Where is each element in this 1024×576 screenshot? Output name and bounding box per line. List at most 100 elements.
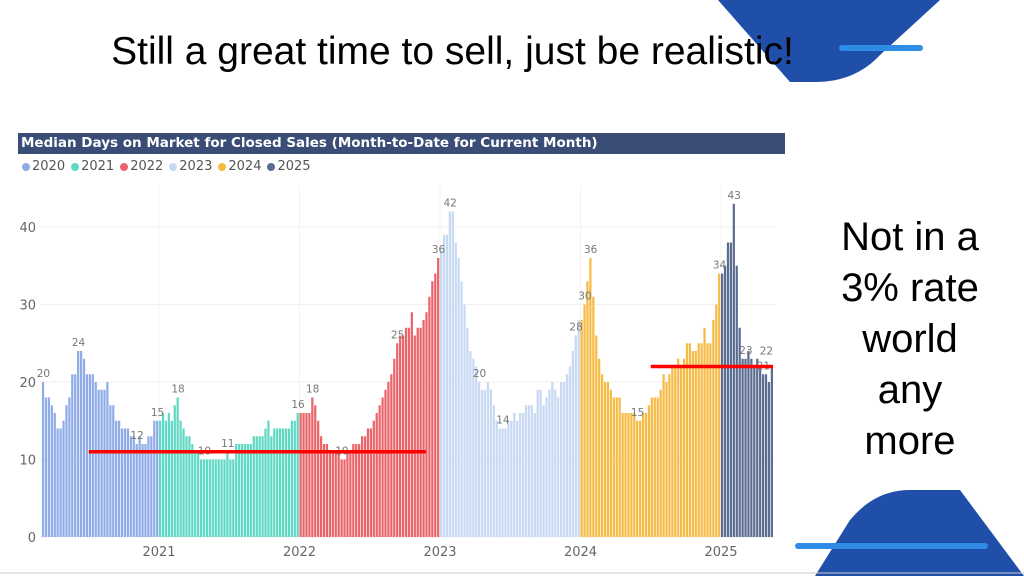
bar-2020 [112, 405, 115, 537]
data-label: 42 [444, 198, 457, 210]
data-label: 36 [584, 244, 598, 256]
legend-item[interactable]: 2023 [169, 159, 212, 174]
bar-2025 [729, 242, 733, 537]
bar-2023 [501, 428, 504, 537]
bar-2023 [554, 389, 557, 537]
legend-item[interactable]: 2022 [120, 159, 163, 174]
bar-2022 [325, 444, 329, 537]
bar-2024 [656, 397, 659, 537]
bar-2023 [475, 366, 478, 537]
bar-2023 [551, 382, 554, 537]
bar-2020 [100, 389, 103, 537]
bar-2024 [618, 397, 621, 537]
bar-2022 [343, 459, 346, 537]
bar-2025 [764, 374, 768, 537]
bar-2022 [404, 327, 408, 537]
chart-legend: 2020 2021 2022 2023 2024 2025 [22, 159, 311, 174]
y-tick-label: 20 [19, 376, 36, 391]
bar-2022 [314, 405, 317, 537]
bar-2022 [319, 436, 323, 537]
bar-2024 [677, 358, 680, 537]
data-label: 30 [578, 291, 591, 303]
bar-2022 [422, 320, 425, 537]
bar-2022 [410, 312, 413, 537]
bar-2023 [565, 374, 569, 537]
bar-2023 [463, 304, 466, 537]
bar-2022 [317, 420, 320, 537]
legend-item[interactable]: 2021 [71, 159, 114, 174]
bar-2022 [349, 451, 352, 537]
bar-2025 [761, 374, 765, 537]
bar-2023 [448, 211, 452, 537]
bar-2024 [694, 351, 697, 537]
y-tick-label: 30 [19, 299, 36, 314]
bar-2023 [510, 420, 513, 537]
y-tick-label: 0 [28, 531, 36, 546]
bottom-right-blue-shape [815, 490, 1024, 576]
bar-2024 [600, 374, 604, 537]
legend-label: 2021 [81, 159, 115, 174]
bar-2024 [691, 351, 694, 537]
bar-2020 [126, 428, 130, 537]
bar-2022 [416, 327, 419, 537]
bar-2021 [179, 420, 182, 537]
bar-2021 [205, 459, 209, 537]
legend-item[interactable]: 2025 [267, 159, 311, 174]
legend-label: 2020 [32, 159, 66, 174]
bar-2024 [709, 343, 712, 537]
bar-2024 [603, 382, 607, 537]
bar-2023 [519, 413, 522, 537]
bar-2022 [363, 436, 367, 537]
bar-2020 [47, 397, 50, 537]
bar-2021 [199, 459, 203, 537]
legend-dot-icon [71, 162, 80, 171]
bar-2024 [633, 413, 636, 537]
bar-2021 [258, 436, 261, 537]
bar-2023 [489, 389, 492, 537]
bar-2024 [624, 413, 627, 537]
bar-2025 [744, 358, 747, 537]
data-label: 34 [713, 260, 727, 272]
bar-2021 [211, 459, 214, 537]
bar-2024 [682, 358, 686, 537]
slide-headline: Still a great time to sell, just be real… [111, 30, 794, 73]
data-label: 14 [496, 415, 510, 427]
bar-2024 [630, 413, 633, 537]
bar-2022 [396, 343, 399, 537]
bar-2022 [366, 428, 370, 537]
side-line: world [862, 317, 958, 361]
data-label: 16 [291, 399, 305, 411]
data-label: 25 [391, 329, 404, 341]
bar-2021 [279, 428, 282, 537]
bar-2024 [688, 343, 692, 537]
bar-2023 [557, 397, 560, 537]
bar-2023 [495, 420, 498, 537]
y-tick-label: 40 [19, 221, 36, 236]
bar-2021 [232, 459, 235, 537]
bar-2023 [516, 420, 519, 537]
bar-2024 [589, 258, 592, 537]
bar-2022 [352, 444, 355, 537]
bar-2024 [668, 374, 671, 537]
bar-2020 [68, 397, 71, 537]
bar-2023 [521, 413, 525, 537]
legend-label: 2025 [277, 159, 311, 174]
legend-item[interactable]: 2020 [22, 159, 65, 174]
bar-2020 [65, 405, 68, 537]
bar-2020 [138, 436, 141, 537]
bar-2022 [378, 405, 381, 537]
bar-2025 [721, 273, 724, 537]
bar-2023 [442, 234, 446, 537]
bar-2022 [328, 451, 331, 537]
data-label: 18 [306, 384, 319, 396]
bar-2022 [431, 281, 434, 537]
bar-2020 [118, 420, 121, 537]
bar-2020 [41, 382, 45, 537]
data-label: 36 [432, 244, 446, 256]
bar-2023 [504, 428, 507, 537]
legend-item[interactable]: 2024 [218, 159, 261, 174]
bar-2020 [56, 428, 59, 537]
bar-2021 [214, 459, 217, 537]
data-label: 11 [221, 438, 234, 450]
bar-2020 [82, 358, 86, 537]
